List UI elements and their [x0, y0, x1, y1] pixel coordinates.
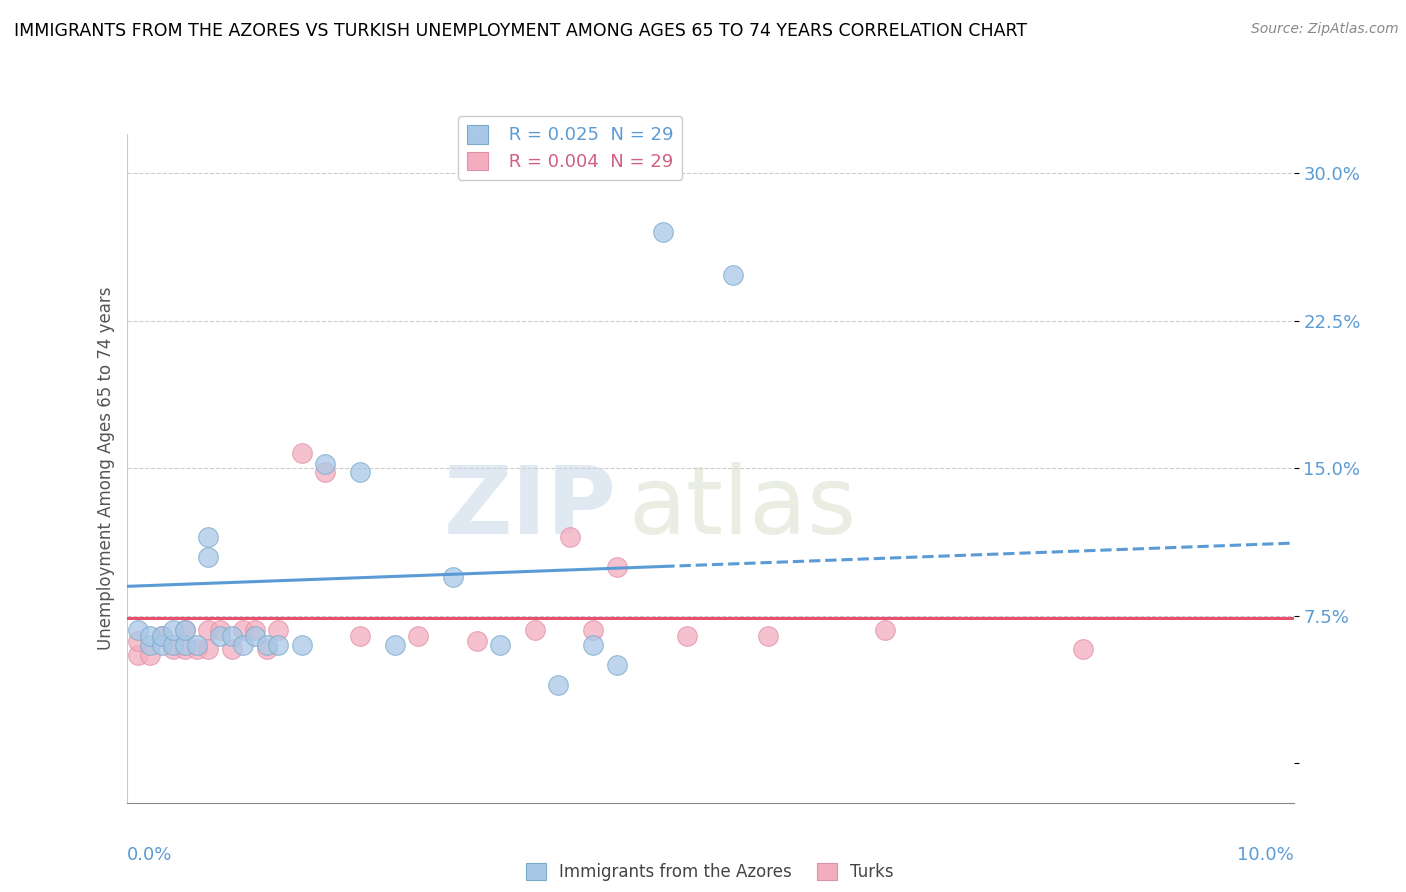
- Point: [441, 569, 464, 583]
- Point: [232, 623, 254, 637]
- Point: [243, 623, 266, 637]
- Legend: Immigrants from the Azores, Turks: Immigrants from the Azores, Turks: [519, 856, 901, 888]
- Point: [127, 623, 149, 637]
- Text: ZIP: ZIP: [444, 462, 617, 555]
- Point: [208, 628, 231, 642]
- Point: [174, 642, 197, 657]
- Point: [349, 628, 371, 642]
- Point: [606, 559, 628, 574]
- Text: Source: ZipAtlas.com: Source: ZipAtlas.com: [1251, 22, 1399, 37]
- Point: [139, 628, 162, 642]
- Text: 10.0%: 10.0%: [1237, 847, 1294, 864]
- Point: [267, 639, 290, 653]
- Point: [127, 634, 149, 648]
- Point: [384, 639, 406, 653]
- Point: [208, 623, 231, 637]
- Point: [652, 225, 675, 239]
- Point: [675, 628, 697, 642]
- Point: [290, 445, 312, 459]
- Point: [139, 648, 162, 663]
- Text: atlas: atlas: [628, 462, 856, 555]
- Point: [197, 530, 219, 544]
- Point: [150, 628, 173, 642]
- Point: [186, 642, 208, 657]
- Point: [723, 268, 745, 283]
- Point: [875, 623, 897, 637]
- Point: [314, 458, 336, 472]
- Point: [174, 623, 197, 637]
- Point: [465, 634, 488, 648]
- Point: [489, 639, 512, 653]
- Point: [127, 648, 149, 663]
- Point: [186, 639, 208, 653]
- Point: [174, 639, 197, 653]
- Point: [256, 639, 278, 653]
- Point: [221, 642, 243, 657]
- Point: [174, 623, 197, 637]
- Point: [162, 639, 184, 653]
- Point: [139, 639, 162, 653]
- Y-axis label: Unemployment Among Ages 65 to 74 years: Unemployment Among Ages 65 to 74 years: [97, 286, 115, 650]
- Point: [162, 623, 184, 637]
- Point: [314, 465, 336, 479]
- Point: [290, 639, 312, 653]
- Point: [582, 623, 605, 637]
- Point: [267, 623, 290, 637]
- Point: [606, 658, 628, 673]
- Point: [256, 642, 278, 657]
- Point: [243, 628, 266, 642]
- Point: [349, 465, 371, 479]
- Point: [558, 530, 581, 544]
- Point: [162, 642, 184, 657]
- Point: [197, 623, 219, 637]
- Text: 0.0%: 0.0%: [127, 847, 172, 864]
- Point: [232, 639, 254, 653]
- Point: [547, 678, 569, 692]
- Point: [524, 623, 547, 637]
- Point: [197, 549, 219, 564]
- Point: [582, 639, 605, 653]
- Point: [150, 639, 173, 653]
- Point: [1073, 642, 1095, 657]
- Point: [150, 628, 173, 642]
- Point: [408, 628, 430, 642]
- Point: [756, 628, 779, 642]
- Point: [197, 642, 219, 657]
- Point: [221, 628, 243, 642]
- Text: IMMIGRANTS FROM THE AZORES VS TURKISH UNEMPLOYMENT AMONG AGES 65 TO 74 YEARS COR: IMMIGRANTS FROM THE AZORES VS TURKISH UN…: [14, 22, 1028, 40]
